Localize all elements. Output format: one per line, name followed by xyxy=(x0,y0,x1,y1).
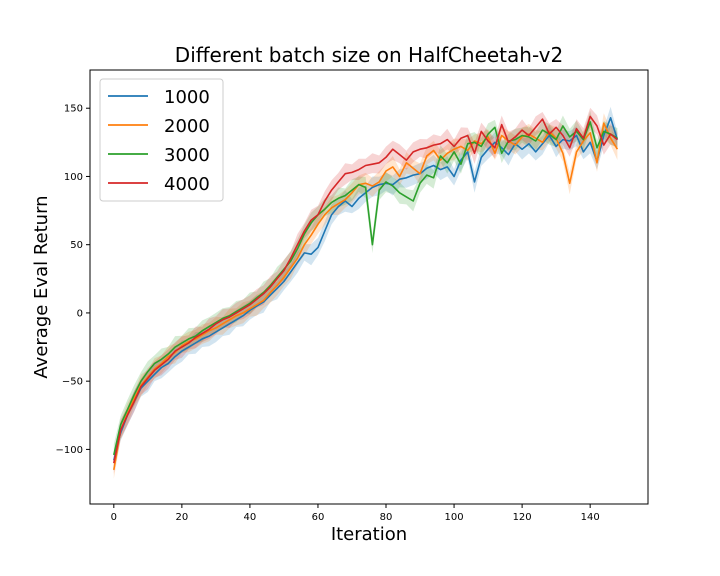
x-tick-label: 80 xyxy=(380,512,393,523)
chart-title: Different batch size on HalfCheetah-v2 xyxy=(175,43,563,67)
legend-label-3000: 3000 xyxy=(164,145,210,166)
y-tick-label: 100 xyxy=(64,172,83,183)
y-axis-label: Average Eval Return xyxy=(31,195,52,378)
series-line-4000 xyxy=(113,115,618,464)
y-tick-label: 150 xyxy=(64,104,83,115)
x-tick-label: 100 xyxy=(445,512,464,523)
axes-frame xyxy=(89,69,649,505)
legend-box xyxy=(99,78,224,202)
y-tick-label: −100 xyxy=(56,445,83,456)
x-tick-label: 0 xyxy=(111,512,117,523)
y-tick-label: −50 xyxy=(62,377,83,388)
x-tick-label: 60 xyxy=(312,512,325,523)
y-tick-label: 0 xyxy=(77,308,83,319)
series-line-3000 xyxy=(113,121,618,456)
legend-label-4000: 4000 xyxy=(164,174,210,195)
legend-label-1000: 1000 xyxy=(164,87,210,108)
series-band-3000 xyxy=(113,110,618,464)
series-line-2000 xyxy=(113,122,619,471)
x-tick-label: 20 xyxy=(175,512,188,523)
legend: 1000 2000 3000 4000 xyxy=(99,78,224,202)
y-tick-label: 50 xyxy=(70,240,83,251)
plot-area: 0 20 40 60 80 100 120 140 −100 −50 0 50 100 150 xyxy=(56,69,649,523)
legend-label-2000: 2000 xyxy=(164,116,210,137)
x-tick-label: 120 xyxy=(513,512,532,523)
series-band-2000 xyxy=(113,113,618,479)
x-tick-label: 40 xyxy=(244,512,257,523)
x-axis-label: Iteration xyxy=(331,524,407,545)
x-tick-label: 140 xyxy=(581,512,600,523)
